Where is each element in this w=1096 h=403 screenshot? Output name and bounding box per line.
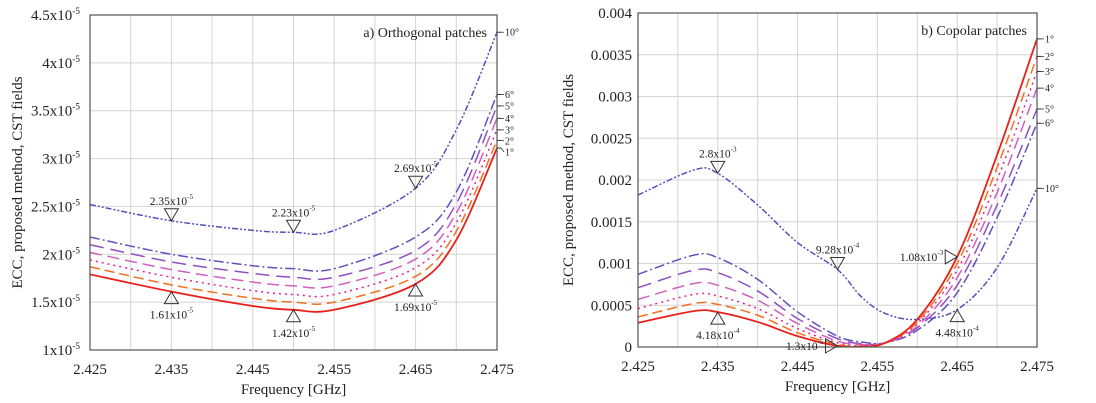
series-line-6deg: [638, 122, 1037, 345]
y-tick-label: 3x10-5: [42, 151, 80, 168]
series-line-10deg: [90, 31, 497, 235]
series-label: 4°: [505, 114, 514, 125]
marker-triangle-down: [285, 219, 302, 234]
series-line-3deg: [90, 129, 497, 298]
x-tick-label: 2.465: [399, 362, 433, 378]
marker-triangle-up: [407, 282, 424, 297]
series-label: 6°: [1045, 119, 1054, 130]
panel-title: b) Copolar patches: [921, 24, 1027, 39]
y-tick-label: 1.5x10-5: [31, 294, 80, 311]
y-tick-label: 0.002: [598, 173, 632, 189]
y-tick-label: 0: [625, 340, 633, 356]
y-axis-label: ECC, proposed method, CST fields: [561, 74, 577, 286]
x-tick-label: 2.475: [480, 362, 514, 378]
x-axis-label: Frequency [GHz]: [785, 379, 890, 395]
series-line-10deg: [638, 167, 1037, 321]
series-label: 5°: [1045, 105, 1054, 116]
y-tick-label: 0.0005: [591, 298, 632, 314]
annotation-label: 9.28x10-4: [816, 242, 860, 257]
y-tick-label: 2x10-5: [42, 246, 80, 263]
y-tick-label: 0.001: [598, 257, 632, 273]
annotation-label: 1.61x10-5: [150, 307, 194, 322]
marker-triangle-up: [709, 311, 726, 325]
annotation-label: 1.42x10-5: [272, 325, 316, 340]
series-line-4deg: [90, 118, 497, 289]
y-tick-label: 0.003: [598, 90, 632, 106]
plot-frame: [637, 12, 1038, 348]
y-tick-label: 0.0015: [591, 215, 632, 231]
panel-title: a) Orthogonal patches: [363, 26, 487, 41]
series-label: 10°: [1045, 184, 1059, 195]
x-tick-label: 2.445: [781, 359, 815, 375]
series-line-6deg: [90, 94, 497, 272]
series-line-5deg: [90, 105, 497, 281]
annotation-label: 1.08x10-3: [900, 249, 944, 264]
y-tick-label: 2.5x10-5: [31, 198, 80, 215]
series-line-5deg: [638, 108, 1037, 346]
series-label: 1°: [505, 147, 514, 158]
x-tick-label: 2.435: [155, 362, 189, 378]
series-line-4deg: [638, 87, 1037, 346]
marker-triangle-up: [163, 290, 180, 305]
x-tick-label: 2.455: [861, 359, 895, 375]
panel-orthogonal: 2.425 2.435 2.445 2.455 2.465 2.475 1x10-5 1.5x…: [10, 7, 519, 398]
annotation-label: 2.69x10-5: [394, 160, 438, 175]
marker-triangle-down: [407, 175, 424, 190]
annotation-label: 2.35x10-5: [150, 193, 194, 208]
x-tick-label: 2.475: [1020, 359, 1054, 375]
x-tick-label: 2.425: [621, 359, 655, 375]
marker-triangle-up: [949, 308, 966, 323]
series-label: 4°: [1045, 84, 1054, 95]
annotation-label: 4.48x10-4: [936, 325, 980, 340]
y-tick-label: 1x10-5: [42, 342, 80, 359]
series-label: 5°: [505, 101, 514, 112]
y-axis-label: ECC, proposed method, CST fields: [10, 76, 26, 288]
series-line-2deg: [90, 140, 497, 305]
panel-copolar: 2.425 2.435 2.445 2.455 2.465 2.475 0 0.0005 0.0…: [561, 6, 1059, 395]
y-tick-label: 3.5x10-5: [31, 103, 80, 120]
annotation-label: 2.23x10-5: [272, 204, 316, 219]
series-label: 1°: [1045, 34, 1054, 45]
plot-frame: [89, 14, 498, 351]
series-label: 2°: [1045, 52, 1054, 63]
series-label-leader: [500, 147, 505, 153]
x-tick-label: 2.445: [236, 362, 270, 378]
x-axis-label: Frequency [GHz]: [241, 382, 346, 398]
marker-triangle-down: [829, 257, 846, 271]
annotation-label: 2.8x10-3: [699, 145, 737, 160]
y-tick-label: 4.5x10-5: [31, 7, 80, 24]
marker-triangle-down: [163, 208, 180, 222]
series-label: 3°: [505, 125, 514, 136]
y-tick-label: 0.004: [598, 6, 632, 22]
x-tick-label: 2.435: [701, 359, 735, 375]
marker-triangle-up: [285, 308, 302, 323]
series-line-1deg: [90, 147, 497, 313]
x-tick-label: 2.465: [940, 359, 974, 375]
series-label: 3°: [1045, 67, 1054, 78]
series-label: 10°: [505, 28, 519, 39]
series-label: 2°: [505, 136, 514, 147]
x-tick-label: 2.455: [317, 362, 351, 378]
x-tick-label: 2.425: [73, 362, 107, 378]
marker-triangle-down: [709, 160, 726, 175]
series-label: 6°: [505, 90, 514, 101]
annotation-label: 4.18x10-4: [696, 327, 740, 342]
y-tick-label: 0.0025: [591, 131, 632, 147]
y-tick-label: 0.0035: [591, 48, 632, 64]
y-tick-label: 4x10-5: [42, 55, 80, 72]
annotation-label: 1.69x10-5: [394, 299, 438, 314]
annotation-label: 1.3x10-5: [786, 338, 824, 353]
marker-triangle-right: [944, 248, 959, 265]
series-group: [90, 31, 497, 313]
marker-triangle-right: [825, 338, 839, 354]
